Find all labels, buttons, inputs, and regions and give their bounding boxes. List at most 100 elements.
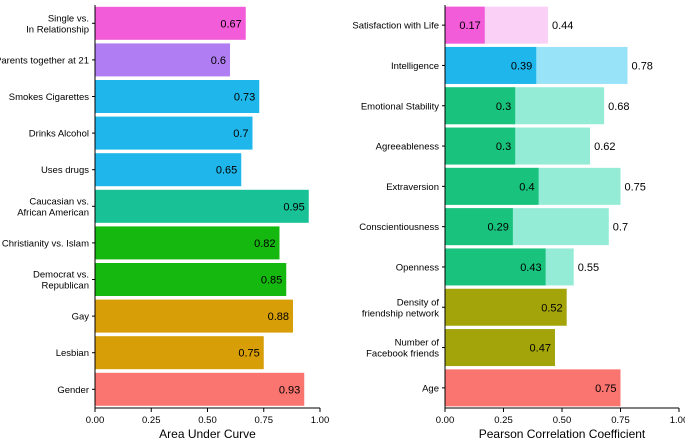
bar bbox=[95, 372, 305, 406]
x-tick-label: 0.50 bbox=[198, 415, 217, 426]
category-label-line: Age bbox=[422, 383, 439, 394]
bar bbox=[95, 6, 246, 40]
category-label: Extraversion bbox=[386, 182, 439, 193]
value-label: 0.17 bbox=[459, 20, 480, 32]
bar bbox=[445, 208, 513, 246]
category-label: Single vs. In Relationship bbox=[26, 13, 89, 35]
value-label: 0.75 bbox=[238, 348, 259, 360]
category-label-line: Parents together at 21 bbox=[0, 55, 89, 66]
category-label-line: Intelligence bbox=[391, 61, 439, 72]
value-label: 0.7 bbox=[233, 128, 248, 140]
bar bbox=[445, 127, 516, 165]
value-label: 0.3 bbox=[496, 101, 511, 113]
value-label: 0.95 bbox=[283, 201, 304, 213]
outer-value-label: 0.44 bbox=[552, 20, 573, 32]
category-label-line: Density of bbox=[397, 297, 440, 308]
value-label: 0.39 bbox=[511, 60, 532, 72]
value-label: 0.29 bbox=[487, 222, 508, 234]
value-label: 0.75 bbox=[595, 383, 616, 395]
category-label-line: Conscientiousness bbox=[359, 222, 439, 233]
category-label-line: Smokes Cigarettes bbox=[9, 92, 90, 103]
bar bbox=[95, 189, 309, 223]
category-label: Age bbox=[422, 383, 439, 394]
x-tick-label: 0.75 bbox=[255, 415, 274, 426]
category-label-line: Openness bbox=[396, 262, 440, 273]
x-tick-label: 0.00 bbox=[86, 415, 105, 426]
left-panel-auc: 0.67 Single vs. In Relationship 0.6 Parents … bbox=[0, 5, 329, 440]
value-label: 0.85 bbox=[261, 275, 282, 287]
outer-value-label: 0.55 bbox=[578, 262, 599, 274]
value-label: 0.93 bbox=[279, 384, 300, 396]
bar bbox=[445, 329, 555, 367]
bar bbox=[95, 116, 253, 150]
category-label-line: Uses drugs bbox=[41, 165, 89, 176]
value-label: 0.88 bbox=[268, 311, 289, 323]
category-label-line: Gender bbox=[57, 385, 89, 396]
category-label: Uses drugs bbox=[41, 165, 89, 176]
category-label: Gender bbox=[57, 385, 89, 396]
category-label-line: Emotional Stability bbox=[361, 101, 439, 112]
value-label: 0.43 bbox=[520, 262, 541, 274]
category-label-line: African American bbox=[17, 207, 89, 218]
category-label-line: Christianity vs. Islam bbox=[2, 238, 89, 249]
category-label-line: Caucasian vs. bbox=[29, 196, 89, 207]
outer-value-label: 0.75 bbox=[625, 181, 646, 193]
bar bbox=[95, 80, 260, 113]
category-label: Democrat vs. Republican bbox=[33, 270, 89, 292]
value-label: 0.65 bbox=[216, 165, 237, 177]
value-label: 0.67 bbox=[220, 18, 241, 30]
outer-value-label: 0.78 bbox=[632, 60, 653, 72]
category-label-line: Gay bbox=[72, 312, 90, 323]
category-label: Emotional Stability bbox=[361, 101, 439, 112]
x-tick-label: 1.00 bbox=[670, 415, 685, 426]
category-label: Number of Facebook friends bbox=[366, 338, 439, 360]
bar bbox=[445, 167, 539, 205]
category-label: Lesbian bbox=[56, 348, 89, 359]
x-axis-title: Area Under Curve bbox=[159, 427, 256, 440]
value-label: 0.47 bbox=[530, 343, 551, 355]
outer-value-label: 0.7 bbox=[613, 222, 628, 234]
value-label: 0.52 bbox=[541, 302, 562, 314]
category-label-line: Agreeableness bbox=[376, 142, 440, 153]
value-label: 0.82 bbox=[254, 238, 275, 250]
value-label: 0.3 bbox=[496, 141, 511, 153]
bar bbox=[445, 87, 516, 125]
bar bbox=[95, 153, 242, 187]
category-label: Gay bbox=[72, 312, 90, 323]
x-tick-label: 0.75 bbox=[611, 415, 630, 426]
category-label: Agreeableness bbox=[376, 142, 440, 153]
bar bbox=[95, 43, 230, 77]
bar bbox=[445, 288, 567, 326]
category-label-line: Lesbian bbox=[56, 348, 89, 359]
category-label-line: Satisfaction with Life bbox=[352, 21, 439, 32]
category-label: Conscientiousness bbox=[359, 222, 439, 233]
category-label-line: Single vs. bbox=[48, 13, 89, 24]
category-label: Caucasian vs. African American bbox=[17, 196, 89, 218]
category-label-line: Facebook friends bbox=[366, 349, 439, 360]
outer-value-label: 0.68 bbox=[608, 101, 629, 113]
category-label: Smokes Cigarettes bbox=[9, 92, 90, 103]
x-tick-label: 0.25 bbox=[142, 415, 161, 426]
category-label-line: Democrat vs. bbox=[33, 270, 89, 281]
value-label: 0.6 bbox=[211, 55, 226, 67]
category-label: Satisfaction with Life bbox=[352, 21, 439, 32]
category-label-line: friendship network bbox=[362, 308, 439, 319]
outer-value-label: 0.62 bbox=[594, 141, 615, 153]
x-tick-label: 0.00 bbox=[436, 415, 455, 426]
bar bbox=[445, 6, 485, 44]
category-label: Christianity vs. Islam bbox=[2, 238, 89, 249]
x-axis-title: Pearson Correlation Coefficient bbox=[479, 427, 646, 440]
value-label: 0.73 bbox=[234, 92, 255, 104]
category-label-line: Extraversion bbox=[386, 182, 439, 193]
bar bbox=[445, 369, 621, 407]
x-tick-label: 1.00 bbox=[311, 415, 330, 426]
bar bbox=[95, 226, 280, 260]
category-label-line: Number of bbox=[395, 338, 440, 349]
right-panel-correlation: 0.44 0.17 Satisfaction with Life 0.78 0.39 In… bbox=[352, 5, 685, 440]
category-label-line: Drinks Alcohol bbox=[29, 129, 89, 140]
bar bbox=[95, 263, 287, 296]
bar bbox=[445, 248, 546, 286]
category-label-line: Republican bbox=[41, 281, 89, 292]
x-tick-label: 0.25 bbox=[494, 415, 513, 426]
